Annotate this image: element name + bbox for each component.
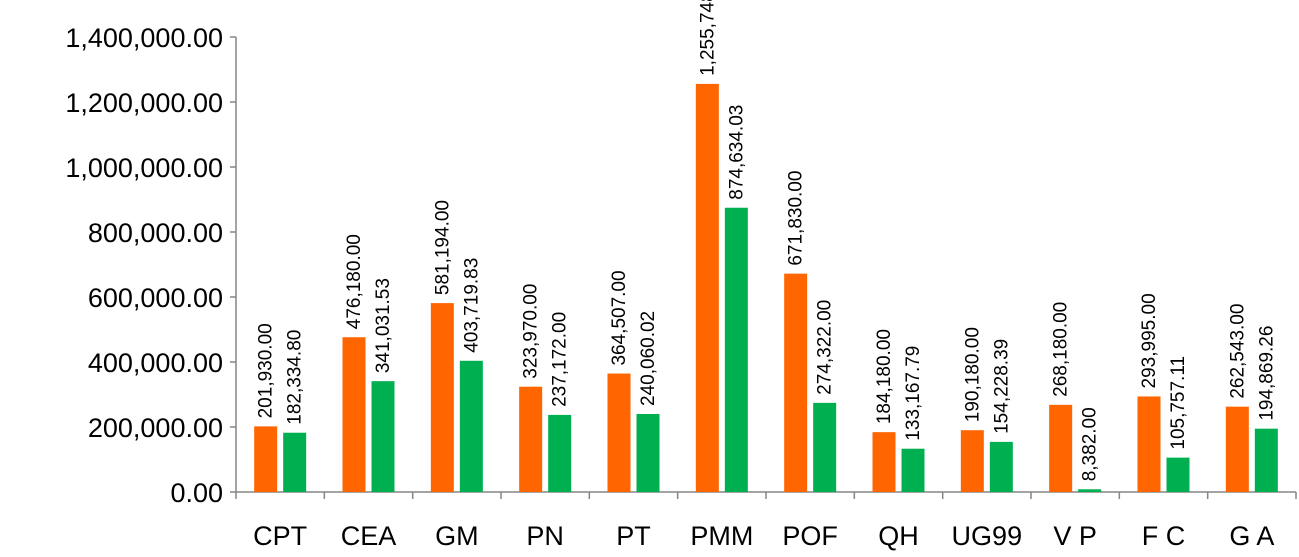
x-axis: CPT CEA GM PN PT PMM POF QH UG99 V P F C G A — [235, 491, 1297, 551]
bar — [1049, 404, 1073, 492]
data-label: 237,172.00 — [550, 312, 571, 407]
data-label: 240,060.02 — [638, 311, 659, 406]
data-label: 133,167.79 — [903, 346, 924, 441]
data-label: 262,543.00 — [1227, 304, 1248, 399]
y-tick-label: 200,000.00 — [88, 413, 223, 443]
data-label: 105,757.11 — [1168, 356, 1189, 450]
data-label: 364,507.00 — [609, 270, 630, 365]
x-category-label: CPT — [253, 521, 307, 551]
x-category-label: QH — [878, 521, 919, 551]
bar — [1078, 489, 1102, 492]
bar — [724, 207, 748, 492]
bar — [901, 448, 925, 492]
bar — [1137, 396, 1161, 492]
x-category-label: UG99 — [952, 521, 1023, 551]
bar — [371, 381, 395, 492]
bar — [636, 413, 660, 492]
data-label: 154,228.39 — [991, 339, 1012, 434]
data-label: 182,334.80 — [285, 330, 306, 425]
data-label: 184,180.00 — [874, 329, 895, 424]
data-label: 323,970.00 — [521, 284, 542, 379]
data-label: 293,995.00 — [1139, 293, 1160, 388]
x-category-label: PMM — [690, 521, 753, 551]
y-axis: 0.00 200,000.00 400,000.00 600,000.00 800,00… — [65, 23, 237, 508]
bar — [695, 83, 719, 492]
bars — [254, 83, 1278, 492]
data-label: 671,830.00 — [786, 171, 807, 266]
data-label: 201,930.00 — [256, 323, 277, 418]
y-tick-label: 600,000.00 — [88, 283, 223, 313]
x-category-label: CEA — [341, 521, 397, 551]
data-label: 268,180.00 — [1051, 302, 1072, 397]
x-category-label: GM — [435, 521, 479, 551]
bar — [1225, 406, 1249, 492]
bar — [254, 426, 278, 492]
data-labels: 201,930.00 182,334.80 476,180.00 341,031.53… — [256, 0, 1278, 481]
data-label: 874,634.03 — [726, 105, 747, 200]
bar — [430, 303, 454, 492]
bar — [1166, 457, 1190, 492]
data-label: 581,194.00 — [432, 200, 453, 295]
x-category-label: V P — [1053, 521, 1097, 551]
y-tick-label: 0.00 — [170, 478, 223, 508]
x-category-label: PN — [526, 521, 564, 551]
y-tick-label: 1,400,000.00 — [65, 23, 223, 53]
x-category-label: G A — [1229, 521, 1274, 551]
bar — [872, 432, 896, 492]
bar — [459, 360, 483, 492]
data-label: 476,180.00 — [344, 234, 365, 329]
bar — [1254, 428, 1278, 492]
bar — [342, 337, 366, 492]
bar — [989, 441, 1013, 492]
data-label: 403,719.83 — [461, 258, 482, 353]
data-label: 274,322.00 — [815, 300, 836, 395]
data-label: 190,180.00 — [962, 327, 983, 422]
bar — [548, 414, 572, 492]
y-tick-label: 400,000.00 — [88, 348, 223, 378]
x-category-label: PT — [616, 521, 651, 551]
data-label: 194,869.26 — [1256, 326, 1277, 421]
data-label: 341,031.53 — [373, 278, 394, 373]
bar — [283, 432, 307, 492]
bar — [784, 273, 808, 492]
data-label: 8,382.00 — [1080, 407, 1101, 481]
y-tick-label: 1,200,000.00 — [65, 88, 223, 118]
data-label: 1,255,748.00 — [697, 0, 718, 76]
bar — [607, 373, 631, 492]
y-tick-label: 800,000.00 — [88, 218, 223, 248]
bar — [813, 402, 837, 492]
bar — [519, 386, 543, 492]
y-tick-label: 1,000,000.00 — [65, 153, 223, 183]
x-category-label: POF — [782, 521, 838, 551]
bar — [960, 430, 984, 492]
x-category-label: F C — [1142, 521, 1186, 551]
